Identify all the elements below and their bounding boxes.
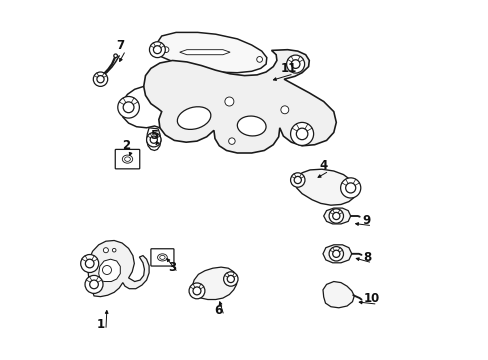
Ellipse shape xyxy=(124,157,130,161)
Text: 6: 6 xyxy=(214,304,222,317)
Ellipse shape xyxy=(294,176,301,184)
Ellipse shape xyxy=(189,283,204,299)
Ellipse shape xyxy=(163,47,168,53)
Ellipse shape xyxy=(290,173,305,187)
Ellipse shape xyxy=(85,259,94,268)
Polygon shape xyxy=(99,259,120,282)
Ellipse shape xyxy=(227,275,234,283)
Text: 8: 8 xyxy=(362,251,370,264)
Ellipse shape xyxy=(103,248,108,253)
Text: 10: 10 xyxy=(364,292,380,305)
Polygon shape xyxy=(295,169,355,205)
Polygon shape xyxy=(88,240,149,297)
Ellipse shape xyxy=(146,132,161,147)
Ellipse shape xyxy=(123,102,134,113)
Ellipse shape xyxy=(237,116,265,136)
Ellipse shape xyxy=(112,248,116,252)
Ellipse shape xyxy=(149,42,165,58)
Polygon shape xyxy=(323,208,350,224)
Ellipse shape xyxy=(177,107,210,129)
Ellipse shape xyxy=(328,209,343,223)
Ellipse shape xyxy=(256,57,262,62)
Ellipse shape xyxy=(332,212,339,220)
Text: 5: 5 xyxy=(149,129,158,141)
Ellipse shape xyxy=(102,266,111,275)
Ellipse shape xyxy=(290,122,313,145)
Polygon shape xyxy=(322,282,354,308)
Ellipse shape xyxy=(118,96,139,118)
Ellipse shape xyxy=(89,280,98,289)
Ellipse shape xyxy=(345,183,355,193)
Ellipse shape xyxy=(160,256,165,259)
Ellipse shape xyxy=(153,46,161,54)
Text: 3: 3 xyxy=(168,261,176,274)
Ellipse shape xyxy=(291,60,299,68)
Polygon shape xyxy=(155,32,266,73)
FancyBboxPatch shape xyxy=(115,149,140,169)
FancyBboxPatch shape xyxy=(151,249,174,266)
Ellipse shape xyxy=(224,97,233,106)
Text: 2: 2 xyxy=(122,139,129,152)
Ellipse shape xyxy=(223,272,238,286)
Ellipse shape xyxy=(193,287,201,295)
Ellipse shape xyxy=(122,155,132,163)
Polygon shape xyxy=(146,128,161,150)
Ellipse shape xyxy=(85,275,103,293)
Ellipse shape xyxy=(228,138,235,144)
Ellipse shape xyxy=(150,136,157,143)
Ellipse shape xyxy=(296,128,307,140)
Ellipse shape xyxy=(157,254,167,261)
Ellipse shape xyxy=(286,55,304,73)
Text: 11: 11 xyxy=(280,62,296,75)
Text: 9: 9 xyxy=(362,214,370,227)
Ellipse shape xyxy=(340,178,360,198)
Ellipse shape xyxy=(328,247,343,261)
Ellipse shape xyxy=(97,76,104,83)
Ellipse shape xyxy=(280,106,288,114)
Ellipse shape xyxy=(332,250,339,257)
Polygon shape xyxy=(143,50,336,153)
Polygon shape xyxy=(322,245,351,263)
Text: 1: 1 xyxy=(96,318,104,331)
Text: 4: 4 xyxy=(319,159,327,172)
Ellipse shape xyxy=(114,54,117,58)
Polygon shape xyxy=(192,267,236,300)
Text: 7: 7 xyxy=(116,39,124,51)
Ellipse shape xyxy=(81,255,99,273)
Polygon shape xyxy=(179,50,230,55)
Ellipse shape xyxy=(93,72,107,86)
